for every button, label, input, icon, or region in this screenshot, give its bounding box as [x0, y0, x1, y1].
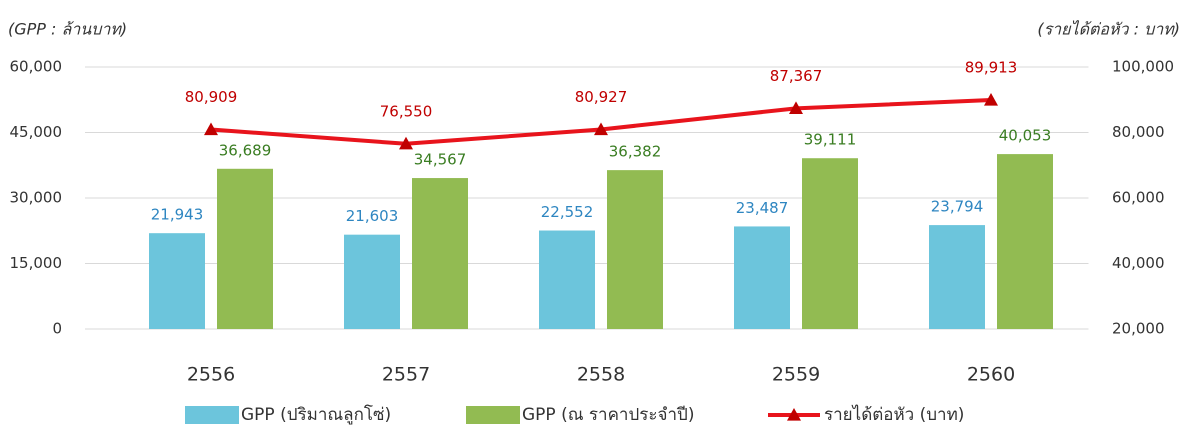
y2-tick-label: 20,000	[1112, 320, 1165, 338]
bar	[997, 154, 1053, 329]
x-tick-label: 2557	[382, 364, 430, 386]
y-tick-label: 60,000	[10, 58, 63, 76]
bar	[802, 158, 858, 329]
legend-swatch	[185, 406, 239, 424]
y-axis-title: (GPP : ล้านบาท)	[8, 20, 127, 39]
bar	[607, 170, 663, 329]
bar	[929, 225, 985, 329]
y-tick-label: 45,000	[10, 123, 63, 141]
value-label: 36,689	[219, 141, 272, 159]
value-label: 87,367	[770, 67, 823, 85]
y2-tick-label: 100,000	[1112, 58, 1174, 76]
x-tick-label: 2558	[577, 364, 625, 386]
legend-swatch	[466, 406, 520, 424]
value-label: 23,794	[931, 198, 984, 216]
bar	[539, 230, 595, 329]
y-tick-label: 15,000	[10, 254, 63, 272]
value-label: 76,550	[380, 102, 433, 120]
bar	[734, 226, 790, 329]
y2-axis-title: (รายได้ต่อหัว : บาท)	[1037, 20, 1180, 39]
line	[210, 98, 992, 146]
value-label: 89,913	[965, 59, 1018, 77]
x-tick-label: 2559	[772, 364, 820, 386]
value-label: 80,909	[185, 88, 238, 106]
value-label: 40,053	[999, 127, 1052, 145]
value-label: 39,111	[804, 131, 857, 149]
legend-label: GPP (ปริมาณลูกโซ่)	[241, 404, 391, 425]
bar	[412, 178, 468, 329]
y2-tick-label: 80,000	[1112, 123, 1165, 141]
value-label: 36,382	[609, 143, 662, 161]
y-tick-label: 30,000	[10, 189, 63, 207]
value-label: 34,567	[414, 151, 467, 169]
bar	[149, 233, 205, 329]
line-marker	[594, 122, 608, 136]
bar	[344, 234, 400, 329]
line-marker	[984, 93, 998, 106]
line-marker	[399, 136, 413, 150]
y2-tick-label: 60,000	[1112, 189, 1165, 207]
y-tick-label: 0	[52, 320, 62, 338]
x-tick-label: 2560	[967, 364, 1015, 386]
bar	[217, 168, 273, 329]
value-label: 21,603	[346, 207, 399, 225]
value-label: 23,487	[736, 199, 789, 217]
legend-label: GPP (ณ ราคาประจำปี)	[522, 405, 694, 425]
value-label: 80,927	[575, 88, 628, 106]
x-tick-label: 2556	[187, 364, 235, 386]
y2-tick-label: 40,000	[1112, 254, 1165, 272]
legend-label: รายได้ต่อหัว (บาท)	[824, 404, 964, 425]
value-label: 22,552	[541, 203, 594, 221]
legend-marker	[787, 408, 801, 421]
value-label: 21,943	[151, 206, 204, 224]
line-marker	[204, 122, 218, 136]
line-marker	[789, 101, 803, 114]
